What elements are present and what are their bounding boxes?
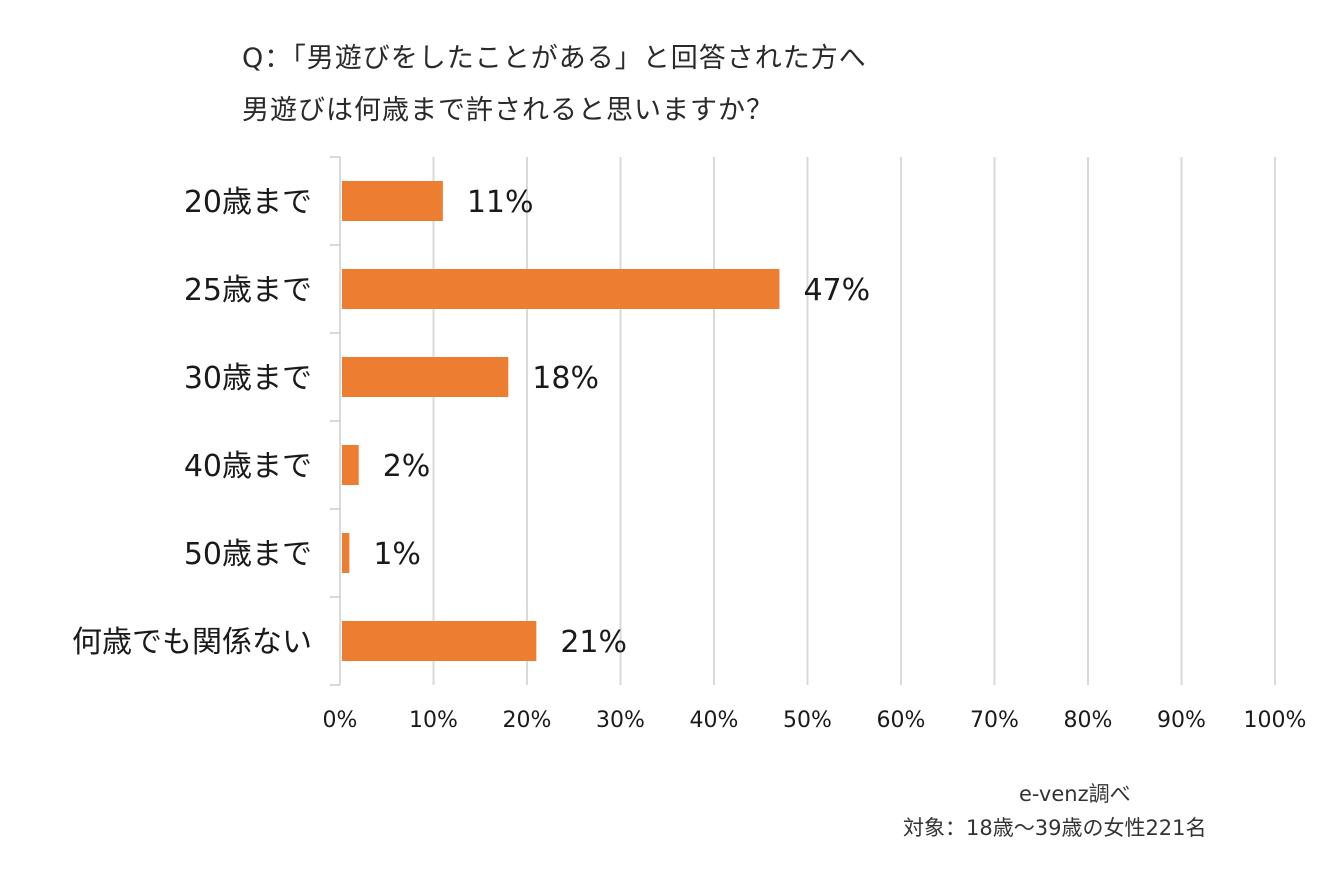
x-tick-label: 40% <box>690 708 739 733</box>
data-label: 18% <box>532 361 599 396</box>
category-label: 25歳まで <box>184 273 312 308</box>
chart-title-line-2: 男遊びは何歳まで許されると思いますか？ <box>242 95 774 126</box>
x-tick-label: 100% <box>1244 708 1307 733</box>
data-label: 21% <box>560 625 627 660</box>
chart-title-line-1: Q：「男遊びをしたことがある」と回答された方へ <box>242 43 867 74</box>
x-tick-label: 60% <box>877 708 926 733</box>
x-tick-label: 10% <box>409 708 458 733</box>
data-label: 1% <box>373 537 421 572</box>
x-tick-label: 0% <box>323 708 358 733</box>
bar <box>342 621 537 661</box>
bar <box>342 445 359 485</box>
x-tick-label: 30% <box>596 708 645 733</box>
x-tick-label: 80% <box>1064 708 1113 733</box>
sample-note: 対象：18歳〜39歳の女性221名 <box>903 816 1207 840</box>
category-label: 20歳まで <box>184 185 312 220</box>
category-label: 30歳まで <box>184 361 312 396</box>
x-tick-label: 50% <box>783 708 832 733</box>
category-label: 40歳まで <box>184 449 312 484</box>
bar <box>342 357 509 397</box>
bar <box>342 269 780 309</box>
source-note: e-venz調べ <box>1019 782 1131 806</box>
category-label: 50歳まで <box>184 537 312 572</box>
bar <box>342 181 443 221</box>
x-tick-label: 20% <box>503 708 552 733</box>
category-label: 何歳でも関係ない <box>72 625 312 660</box>
x-tick-label: 70% <box>970 708 1019 733</box>
data-label: 47% <box>803 273 870 308</box>
bar <box>342 533 350 573</box>
data-label: 11% <box>467 185 534 220</box>
x-tick-label: 90% <box>1157 708 1206 733</box>
data-label: 2% <box>383 449 431 484</box>
